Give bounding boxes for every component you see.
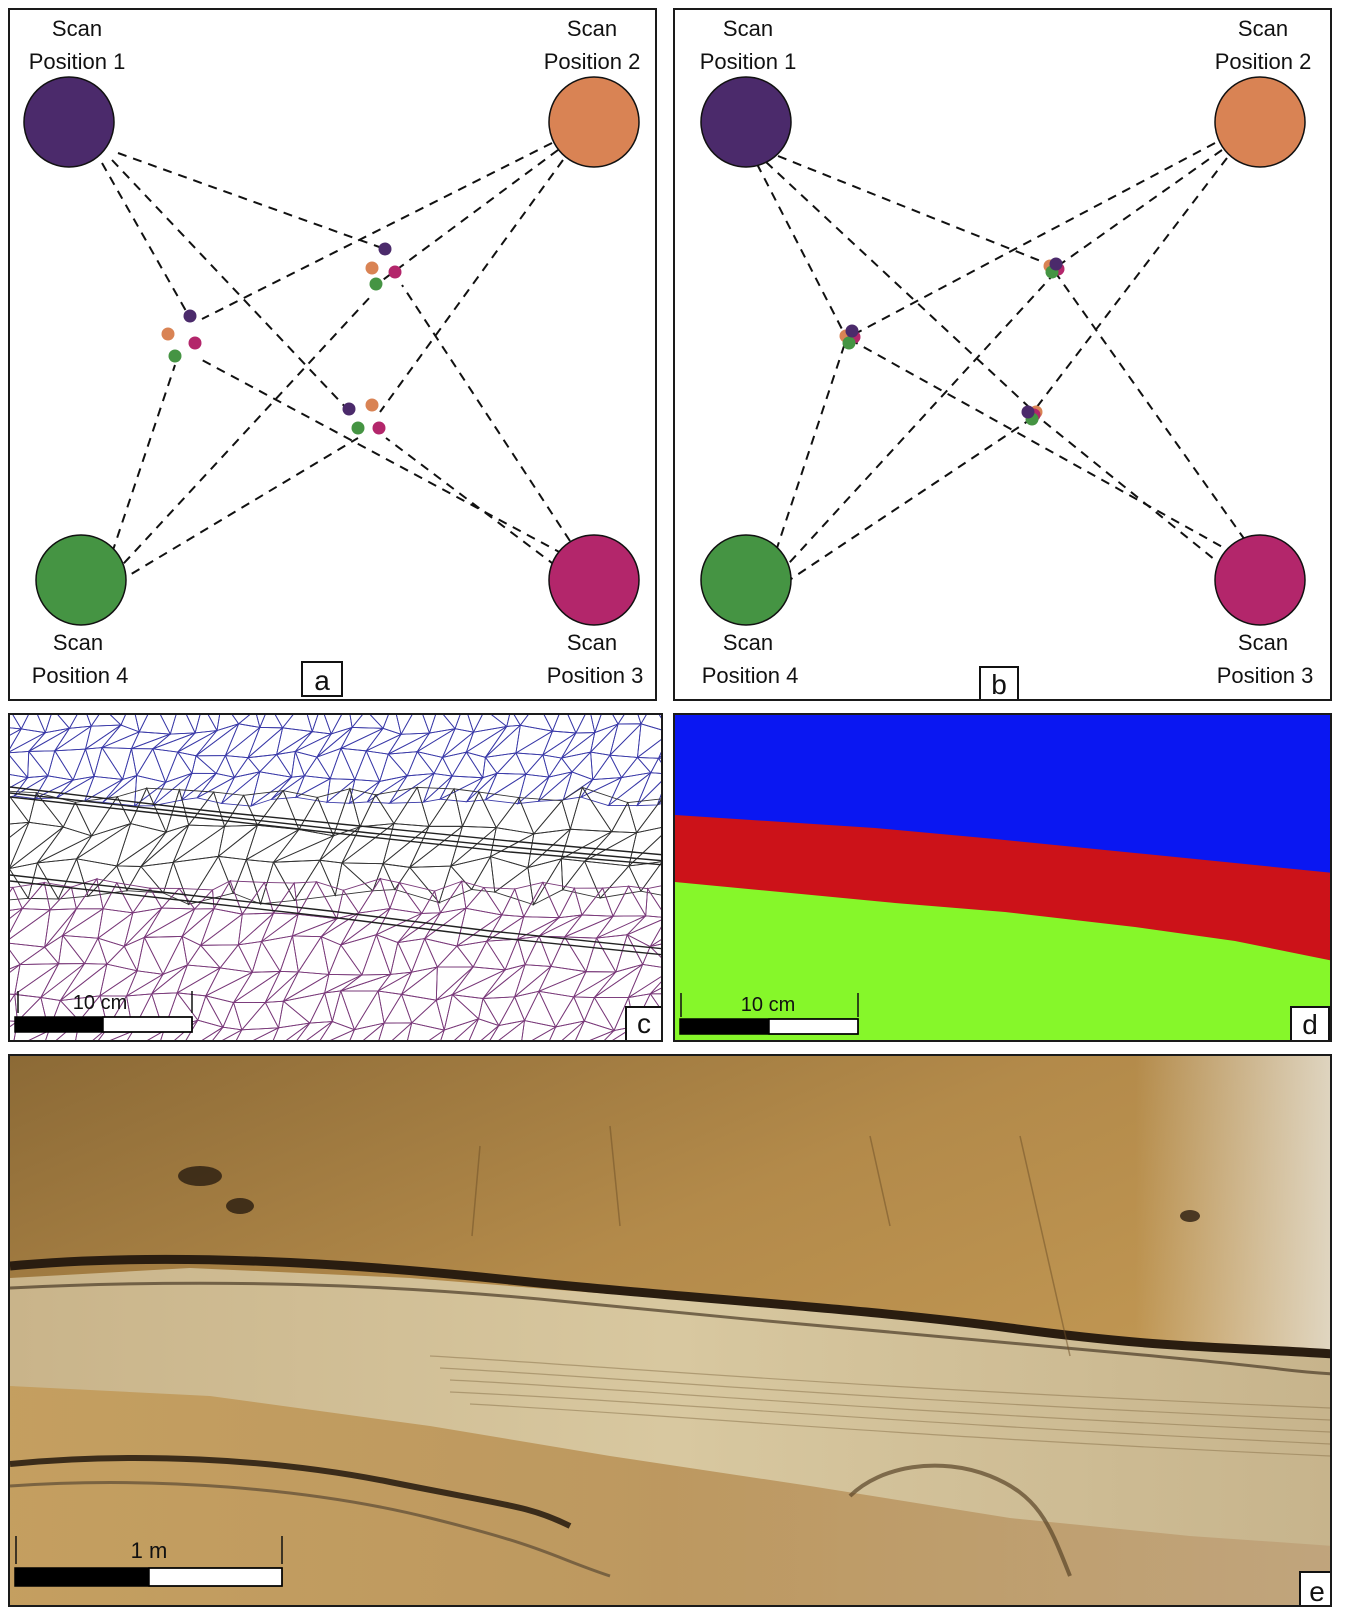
sight-lines-a [101, 142, 571, 583]
scan-position-4-label-line2: Position 4 [32, 663, 129, 688]
panel-letter-e-box [1299, 1571, 1330, 1605]
panel-letter-c-box [625, 1006, 661, 1040]
layer-bottom-green [675, 882, 1330, 1040]
rock-lower-bed [10, 1386, 1330, 1605]
scan-position-2-marker [548, 76, 640, 168]
sight-lines-b [756, 142, 1246, 584]
panel-letter-d-box [1290, 1006, 1330, 1040]
scan-position-3-label-line1: Scan [567, 630, 617, 655]
scan-position-4-marker [700, 534, 792, 626]
panel-b-diagram: Scan Position 1 Scan Position 2 Scan Pos… [700, 16, 1314, 700]
panel-d-classified-layers: 10 cm d [673, 713, 1332, 1042]
scan-position-2-label-line2: Position 2 [1215, 49, 1312, 74]
panel-d-layers-svg: 10 cm d [675, 715, 1330, 1040]
target-cluster-a-left [161, 309, 202, 363]
scan-position-1-marker [23, 76, 115, 168]
scan-position-1-label-line2: Position 1 [700, 49, 797, 74]
panel-letter-b: b [991, 669, 1007, 700]
target-cluster-b-center [1021, 405, 1043, 426]
panel-b-aligned-scans: Scan Position 1 Scan Position 2 Scan Pos… [673, 8, 1332, 701]
scan-position-3-marker [548, 534, 640, 626]
scan-position-3-label-line1: Scan [1238, 630, 1288, 655]
scale-bar-c: 10 cm [14, 991, 193, 1033]
scan-position-1-marker [700, 76, 792, 168]
scan-position-4-label-line1: Scan [53, 630, 103, 655]
scan-position-4-label-line2: Position 4 [702, 663, 799, 688]
scan-position-3-label-line2: Position 3 [1217, 663, 1314, 688]
fracture-main [10, 1254, 1330, 1359]
scan-position-2-label-line1: Scan [1238, 16, 1288, 41]
scale-bar-d: 10 cm [679, 993, 859, 1035]
scan-position-1-label-line2: Position 1 [29, 49, 126, 74]
scan-position-2-label-line2: Position 2 [544, 49, 641, 74]
scan-position-2-marker [1214, 76, 1306, 168]
lamination-lines [429, 1355, 1330, 1457]
panel-c-mesh-svg: 10 cm c [10, 715, 661, 1040]
bedding-surface-lines [10, 786, 661, 956]
scale-bar-c-label: 10 cm [73, 992, 127, 1014]
panel-a-misaligned-scans: Scan Position 1 Scan Position 2 Scan Pos… [8, 8, 657, 701]
panel-letter-a: a [314, 665, 330, 696]
scan-position-3-label-line2: Position 3 [547, 663, 644, 688]
scan-position-4-label-line1: Scan [723, 630, 773, 655]
panel-c-triangle-mesh: 10 cm c [8, 713, 663, 1042]
triangulated-mesh [10, 715, 661, 1040]
panel-e-outcrop-photo: 1 m e [8, 1054, 1332, 1607]
panel-a-diagram: Scan Position 1 Scan Position 2 Scan Pos… [23, 16, 644, 697]
panel-letter-a-box [301, 661, 343, 697]
scan-position-1-label-line1: Scan [52, 16, 102, 41]
target-cluster-b-left [839, 324, 861, 350]
fracture-lower [10, 1455, 572, 1529]
target-cluster-a-top [365, 242, 402, 291]
panel-letter-b-box [979, 666, 1019, 699]
scan-position-4-marker [35, 534, 127, 626]
scan-position-1-label-line1: Scan [723, 16, 773, 41]
panel-e-photo-svg: 1 m e [10, 1056, 1330, 1607]
dark-voids [178, 1166, 1200, 1222]
scan-position-2-label-line1: Scan [567, 16, 617, 41]
scale-bar-d-label: 10 cm [741, 994, 795, 1016]
target-cluster-a-center [342, 398, 386, 435]
scale-bar-e: 1 m [14, 1536, 283, 1587]
scan-position-3-marker [1214, 534, 1306, 626]
panel-letter-e: e [1309, 1576, 1325, 1607]
target-cluster-b-top [1043, 257, 1065, 279]
scale-bar-e-label: 1 m [131, 1538, 168, 1563]
panel-letter-c: c [637, 1008, 651, 1039]
panel-letter-d: d [1302, 1009, 1318, 1040]
